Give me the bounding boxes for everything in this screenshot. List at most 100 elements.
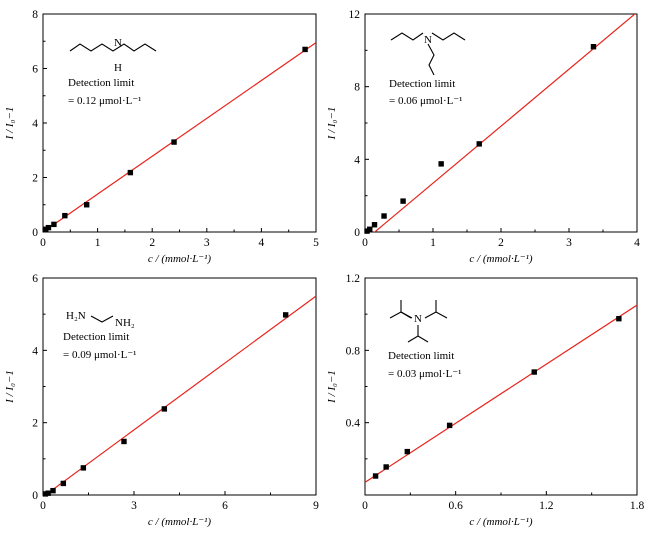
panel-1-x-tick-label: 2 (498, 237, 504, 249)
panel-3-fit-line (365, 304, 637, 483)
panel-1-x-tick-label: 0 (362, 237, 368, 249)
panel-0-data-point (51, 221, 57, 228)
panel-1-data-point (381, 213, 387, 219)
panel-2-detection-limit-label: Detection limit (63, 331, 129, 343)
panel-1-detection-limit-label: Detection limit (389, 78, 455, 90)
panel-1-y-tick-label: 0 (354, 227, 360, 239)
panel-0-atom-n: N (114, 37, 122, 49)
panel-1-structure: N Detection limit = 0.06 μmol·L⁻¹ (389, 32, 466, 107)
panel-0-x-tick-label: 1 (95, 237, 101, 249)
panel-3-molecule-bond-left-n (400, 311, 412, 319)
panel-2-data-point (50, 487, 56, 494)
panel-1-data-point (367, 226, 373, 232)
panel-3-data-point (531, 369, 537, 375)
panel-0-data-point (45, 224, 52, 231)
panel-3-molecule-bonds-right (424, 311, 448, 319)
panel-2-x-axis-title: c / (mmol·L⁻¹) (148, 516, 212, 528)
panel-0-x-tick-label: 2 (149, 237, 155, 249)
panel-0-detection-limit-label: Detection limit (68, 77, 134, 89)
panel-3-x-tick-label: 1.8 (630, 500, 645, 512)
panel-3-x-tick-label: 1.2 (539, 500, 554, 512)
panel-3-molecule-bond-down-2 (407, 335, 429, 343)
panel-0-data-point (83, 202, 90, 208)
panel-0-x-tick-label: 3 (204, 237, 210, 249)
panel-1-y-tick-label: 4 (354, 154, 360, 166)
panel-0-x-tick-label: 0 (40, 237, 46, 249)
panel-0-y-tick-label: 6 (32, 64, 38, 76)
panel-3-data-point (404, 448, 411, 455)
panel-1-x-tick-label: 1 (430, 237, 436, 249)
panel-2-data-point (80, 465, 87, 471)
panel-2-data-point (282, 312, 289, 318)
panel-0-y-tick-label: 4 (32, 118, 38, 130)
panel-0-x-tick-label: 4 (259, 237, 265, 249)
panel-3-y-tick-label: 0.4 (346, 418, 361, 430)
panel-0-y-axis-title: I / I₀−1 (4, 107, 16, 141)
panel-1-x-tick-label: 4 (634, 237, 640, 249)
panel-2-y-tick-label: 2 (32, 418, 38, 430)
panel-1-x-tick-label: 3 (566, 237, 572, 249)
panel-3-structure: N Detection limit = 0.03 μmol·L⁻¹ (388, 300, 461, 380)
panel-0-data-point (171, 139, 177, 145)
panel-0-data-point (62, 212, 68, 219)
panel-2-x-tick-label: 6 (222, 500, 228, 512)
panel-2-x-tick-label: 9 (313, 500, 319, 512)
panel-2-y-tick-label: 4 (32, 345, 38, 357)
panel-3-x-tick-label: 0 (362, 500, 368, 512)
panel-1-atom-n: N (424, 34, 432, 46)
panel-1-detection-limit-value: = 0.06 μmol·L⁻¹ (389, 95, 462, 107)
panel-2-y-tick-label: 0 (32, 490, 38, 502)
panel-0-y-tick-label: 8 (32, 9, 38, 21)
panel-1-data-point (371, 222, 378, 228)
panel-0-data-point (43, 226, 49, 232)
panel-0-y-tick-label: 2 (32, 173, 38, 185)
panel-2-molecule-bonds (90, 315, 114, 323)
panel-2-y-tick-label: 6 (32, 273, 38, 285)
panel-3-data-point (383, 464, 389, 470)
panel-1-y-axis-title: I / I₀−1 (326, 107, 338, 141)
panel-3-x-tick-label: 0.6 (448, 500, 463, 512)
panel-2-detection-limit-value: = 0.09 μmol·L⁻¹ (63, 349, 136, 361)
panel-1-data-point (364, 228, 370, 234)
panel-1-molecule-bonds-right (431, 32, 466, 41)
panel-2-atom-nh2: NH₂ (115, 317, 135, 329)
panel-3-atom-n: N (414, 313, 422, 325)
panel-0-structure: N H Detection limit = 0.12 μmol·L⁻¹ (68, 37, 157, 107)
panel-0-atom-h: H (114, 62, 122, 74)
panel-3-data-point (616, 315, 622, 322)
panel-1-data-point (476, 141, 482, 147)
panel-2-x-tick-label: 3 (131, 500, 137, 512)
panel-0-data-point (302, 46, 308, 53)
panel-3-detection-limit-label: Detection limit (388, 350, 454, 362)
panel-1-y-tick-label: 12 (349, 9, 361, 21)
panel-2-y-axis-title: I / I₀−1 (4, 370, 16, 404)
panel-0-x-tick-label: 5 (313, 237, 319, 249)
panel-1-fit-line (373, 14, 636, 232)
panel-3-y-axis-title: I / I₀−1 (326, 370, 338, 404)
panel-1-data-point (400, 198, 406, 204)
panel-2-x-tick-label: 0 (40, 500, 46, 512)
panel-2-data-point (45, 490, 51, 496)
panel-0-molecule-bonds (69, 43, 157, 52)
panel-1-x-axis-title: c / (mmol·L⁻¹) (469, 253, 533, 265)
panel-3-x-axis-title: c / (mmol·L⁻¹) (469, 516, 533, 528)
panel-0-y-tick-label: 0 (32, 227, 38, 239)
panel-1-y-tick-label: 8 (354, 82, 360, 94)
panel-2-data-point (60, 480, 67, 487)
panel-2-fit-line (44, 295, 316, 495)
panel-2-structure: H₂N NH₂ Detection limit = 0.09 μmol·L⁻¹ (63, 310, 136, 361)
panel-3-y-tick-label: 1.2 (346, 273, 361, 285)
panel-1-data-point (438, 161, 444, 167)
panel-3: 0 0.6 1.2 1.8 0.4 0.8 1.2 c / (mmol·L⁻¹) I / I₀−… (326, 273, 644, 528)
panel-3-data-point (446, 422, 453, 429)
panel-2-data-point (121, 438, 127, 445)
panel-2-data-point (161, 406, 168, 412)
panel-3-plot-frame (364, 277, 638, 496)
panel-0: 0 1 2 3 4 5 0 2 4 6 8 c / (mmol·L⁻¹) I / I₀−1 (4, 9, 319, 265)
panel-0-fit-line (43, 42, 316, 232)
panel-3-y-tick-label: 0.8 (346, 345, 361, 357)
panel-1-data-point (590, 44, 597, 50)
